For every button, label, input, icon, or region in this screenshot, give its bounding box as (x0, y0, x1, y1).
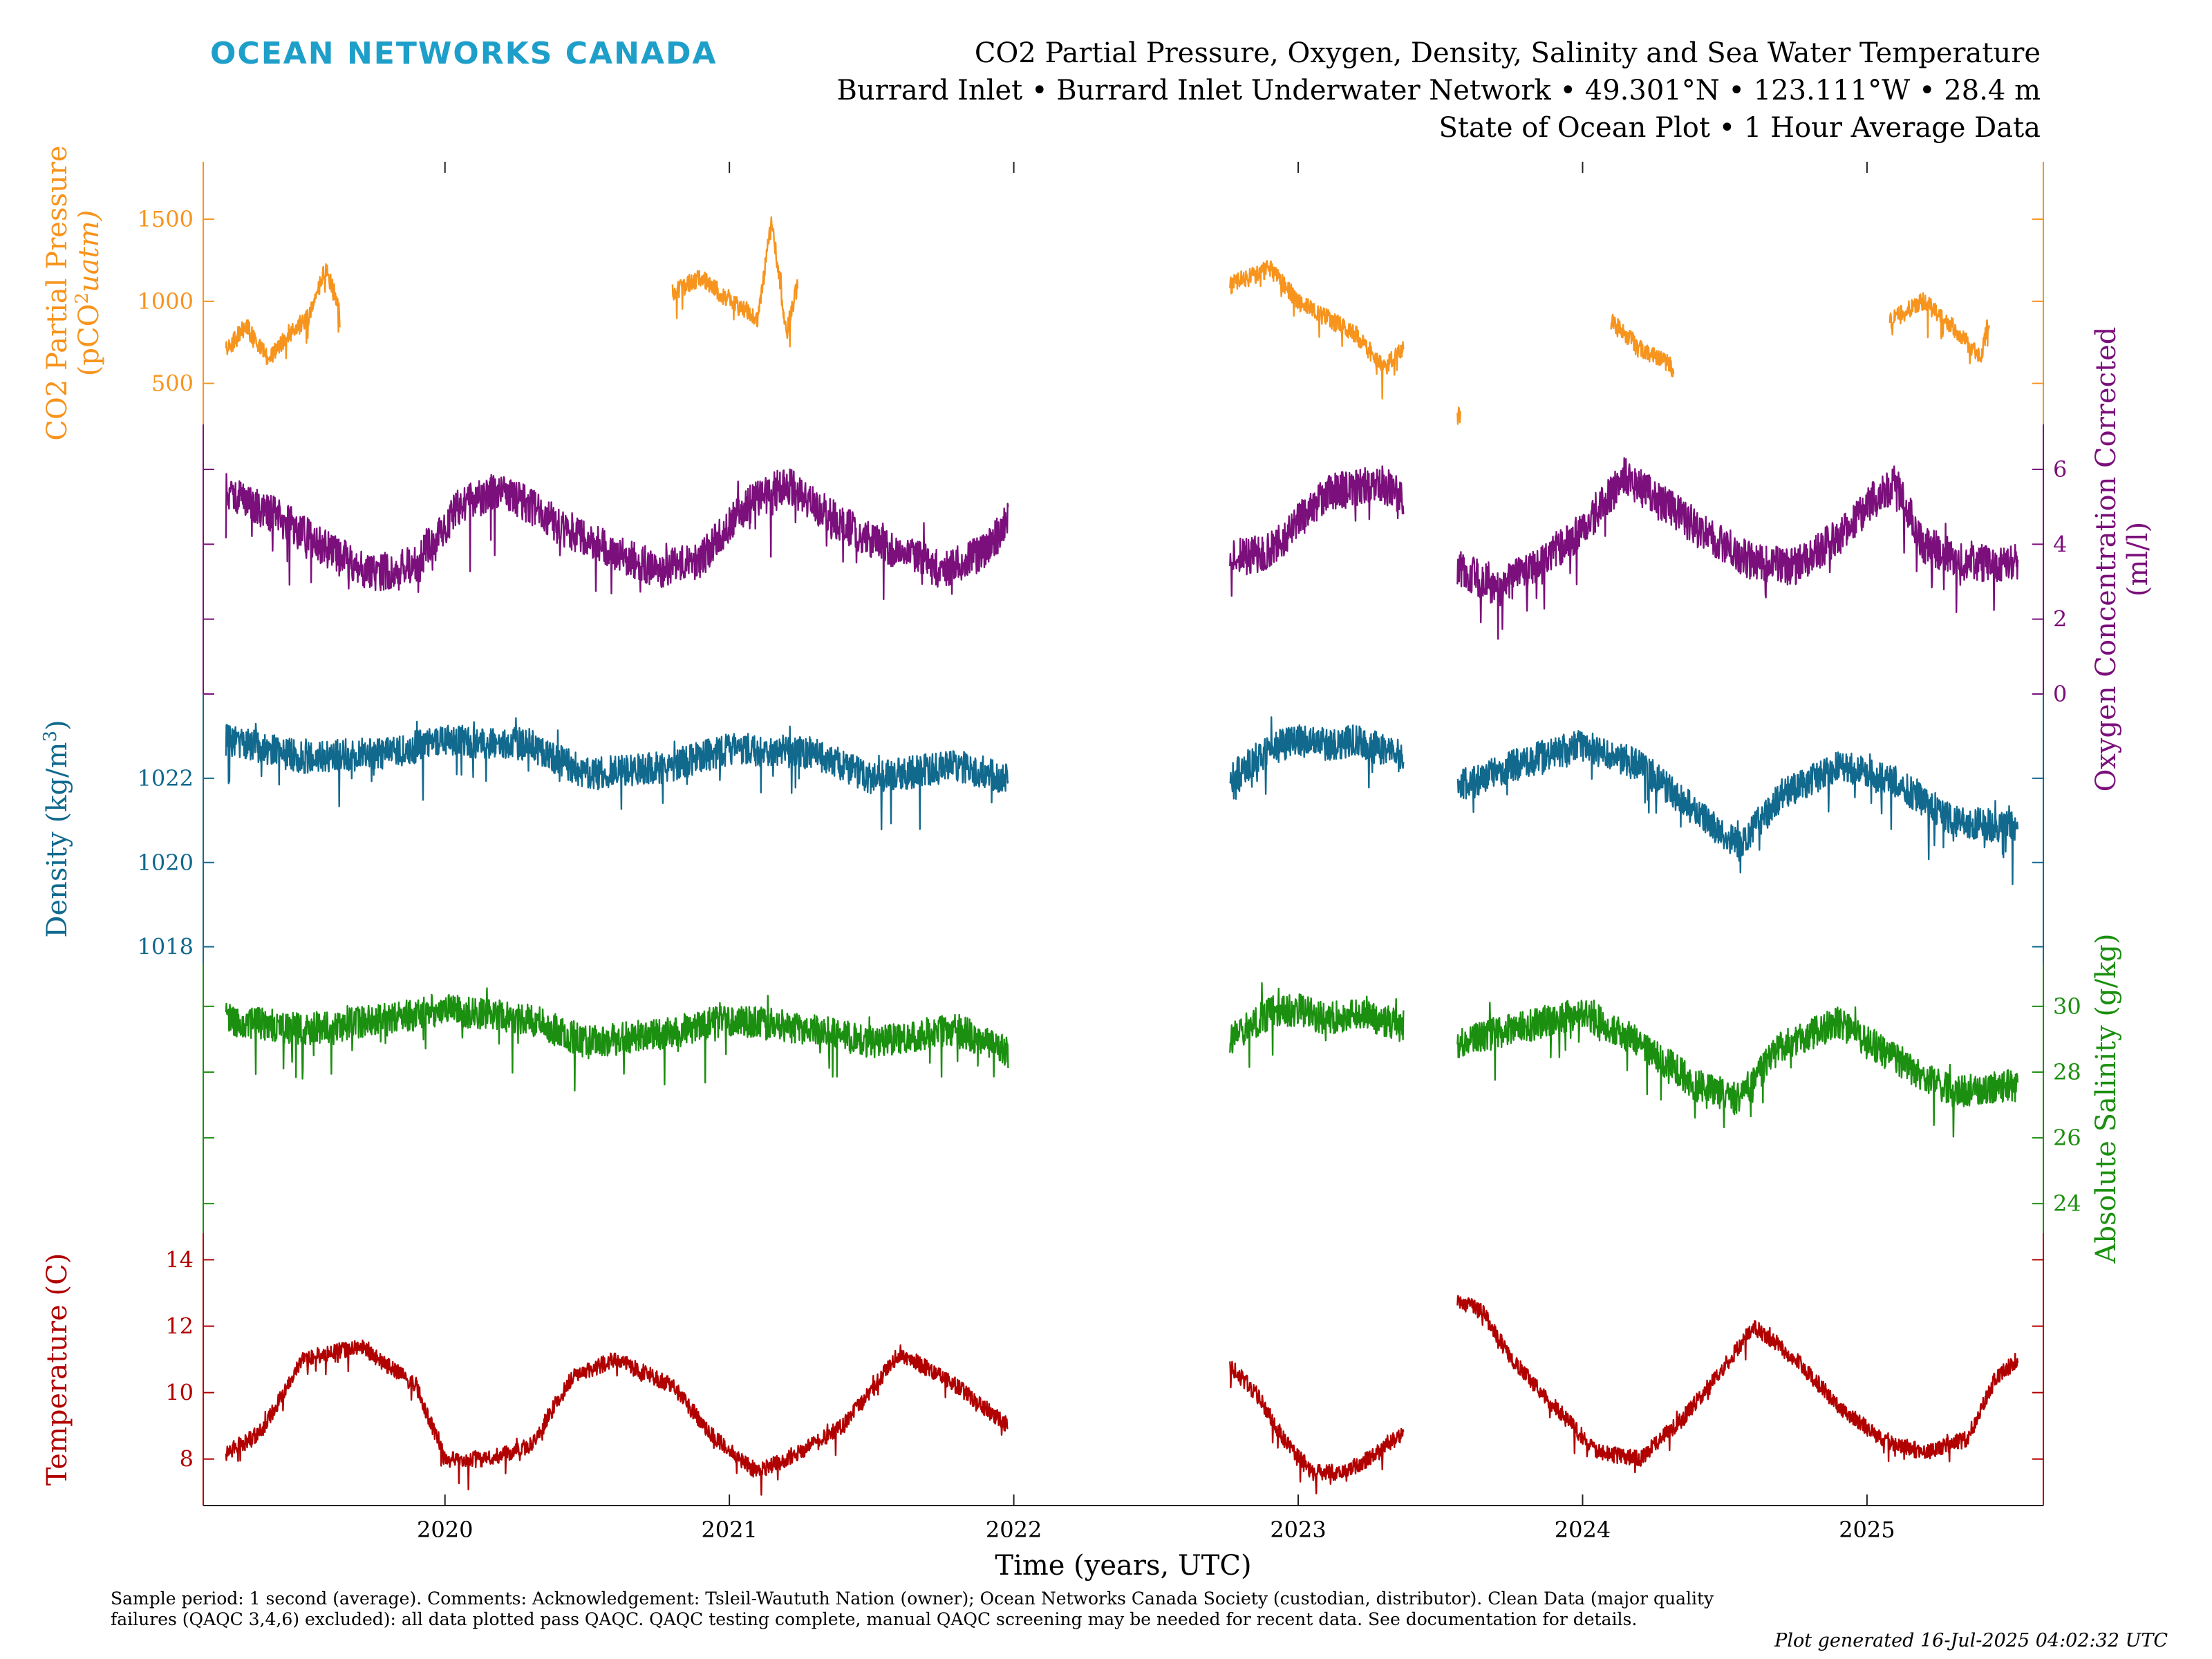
oxygen-y-label-line2: (ml/l) (2122, 522, 2154, 597)
oxygen-y-label-line2-text: (ml/l) (2122, 522, 2154, 597)
x-tick-label: 2024 (1555, 1517, 1611, 1543)
salinity-y-tick-label: 24 (2053, 1190, 2081, 1217)
density-y-label-sup: 3 (40, 731, 61, 742)
oxygen-y-tick-label: 6 (2053, 456, 2067, 482)
x-tick-label: 2025 (1839, 1517, 1895, 1543)
co2-series-line (671, 216, 799, 348)
co2-y-label-unit: uatm) (73, 210, 105, 292)
chart-subtitle-location: Burrard Inlet • Burrard Inlet Underwater… (836, 75, 2041, 106)
density-y-tick-label: 1022 (138, 765, 194, 791)
x-tick-label: 2023 (1270, 1517, 1326, 1543)
density-series-line (225, 717, 1009, 831)
salinity-y-axis-label: Absolute Salinity (g/kg) (2090, 933, 2122, 1264)
density-y-label-unit: ) (41, 720, 73, 731)
salinity-series-line (1456, 1000, 2019, 1138)
oxygen-series-line (1229, 465, 1405, 597)
salinity-y-tick-label: 28 (2053, 1059, 2081, 1085)
density-y-tick-label: 1020 (138, 850, 194, 876)
oxygen-series-line (225, 468, 1009, 601)
co2-y-tick-label: 1500 (138, 206, 194, 232)
chart-title: CO2 Partial Pressure, Oxygen, Density, S… (974, 37, 2041, 69)
co2-y-label-text: CO2 Partial Pressure (41, 145, 73, 440)
density-y-label-text: Density (kg/m (41, 742, 73, 938)
salinity-y-tick-label: 26 (2053, 1125, 2081, 1151)
temperature-series-line (225, 1339, 1009, 1496)
salinity-series-line (225, 987, 1009, 1091)
co2-series-line (1610, 313, 1675, 377)
oxygen-y-tick-label: 4 (2053, 531, 2067, 557)
density-series-line (1229, 716, 1405, 800)
temperature-y-tick-label: 10 (165, 1380, 194, 1406)
temperature-y-label-text: Temperature (C) (41, 1253, 73, 1486)
x-tick-label: 2020 (417, 1517, 473, 1543)
x-tick-label: 2022 (986, 1517, 1042, 1543)
oxygen-y-label-text: Oxygen Concentration Corrected (2090, 327, 2122, 792)
x-axis-label: Time (years, UTC) (995, 1550, 1251, 1582)
salinity-y-label-text: Absolute Salinity (g/kg) (2090, 933, 2122, 1264)
salinity-series-line (1229, 982, 1405, 1068)
co2-y-tick-label: 1000 (138, 288, 194, 315)
salinity-y-label-line1: Absolute Salinity (g/kg) (2090, 933, 2122, 1264)
temperature-y-axis-label: Temperature (C) (41, 1253, 73, 1486)
footer-note: Sample period: 1 second (average). Comme… (111, 1588, 1714, 1629)
plot-generated-timestamp: Plot generated 16-Jul-2025 04:02:32 UTC (1774, 1630, 2168, 1651)
temperature-y-tick-label: 12 (165, 1313, 194, 1340)
co2-y-label-line1: CO2 Partial Pressure (41, 145, 73, 440)
co2-y-axis-label: CO2 Partial Pressure (pCO2uatm) (41, 145, 105, 440)
logo-text: OCEAN NETWORKS CANADA (210, 36, 718, 71)
co2-series-line (225, 263, 341, 365)
temperature-y-tick-label: 14 (165, 1246, 194, 1273)
oxygen-y-tick-label: 2 (2053, 606, 2067, 632)
oxygen-series-line (1456, 457, 2019, 640)
oxygen-y-tick-label: 0 (2053, 681, 2067, 707)
density-y-axis-label: Density (kg/m3) (40, 720, 73, 937)
density-y-label-line1: Density (kg/m3) (40, 720, 73, 937)
density-series-line (1456, 730, 2019, 885)
co2-series-line (1229, 260, 1405, 400)
chart-subtitle-plot-type: State of Ocean Plot • 1 Hour Average Dat… (1438, 112, 2041, 144)
oxygen-y-axis-label: Oxygen Concentration Corrected (ml/l) (2090, 327, 2154, 792)
temperature-y-label-line1: Temperature (C) (41, 1253, 73, 1486)
co2-series-line (1456, 406, 1461, 425)
temperature-y-tick-label: 8 (180, 1446, 194, 1472)
salinity-y-tick-label: 30 (2053, 993, 2081, 1020)
temperature-series-line (1229, 1360, 1405, 1494)
co2-y-label-line2-text: (pCO (73, 304, 105, 377)
co2-y-label-line2: (pCO2uatm) (72, 210, 105, 376)
temperature-series-line (1456, 1295, 2019, 1474)
co2-y-tick-label: 500 (151, 371, 194, 397)
x-tick-label: 2021 (701, 1517, 757, 1543)
density-y-tick-label: 1018 (138, 934, 194, 960)
co2-series-line (1888, 292, 1990, 365)
oxygen-y-label-line1: Oxygen Concentration Corrected (2090, 327, 2122, 792)
co2-y-label-sup: 2 (72, 292, 93, 304)
